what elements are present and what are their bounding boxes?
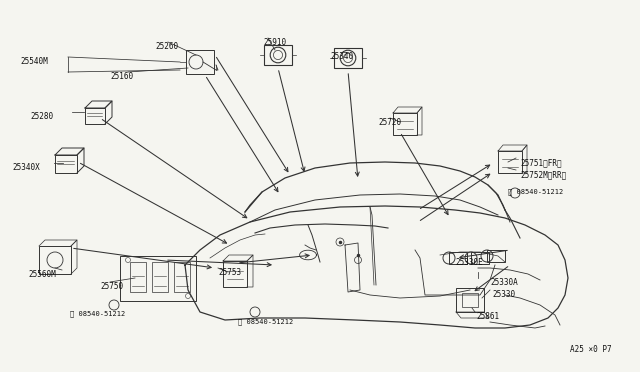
Bar [456, 288, 484, 312]
Text: 25540M: 25540M [20, 57, 48, 66]
Bar [223, 261, 247, 287]
Bar [130, 262, 146, 292]
Bar [462, 293, 478, 307]
Text: 25330A: 25330A [490, 278, 518, 287]
Text: 25560M: 25560M [28, 270, 56, 279]
Text: 25753: 25753 [218, 268, 241, 277]
Text: 25752M〈RR〉: 25752M〈RR〉 [520, 170, 566, 179]
Text: 25751〈FR〉: 25751〈FR〉 [520, 158, 562, 167]
Text: 25750: 25750 [100, 282, 123, 291]
Text: A25 ×0 P7: A25 ×0 P7 [570, 345, 612, 354]
Bar [449, 252, 467, 264]
Bar [498, 151, 522, 173]
Text: Ⓝ 08540-51212: Ⓝ 08540-51212 [508, 188, 563, 195]
Text: 25330E: 25330E [455, 258, 483, 267]
Bar [333, 48, 362, 68]
Text: 25340: 25340 [330, 52, 353, 61]
Text: 25910: 25910 [263, 38, 286, 47]
Text: 25340X: 25340X [12, 163, 40, 172]
Text: Ⓝ 08540-51212: Ⓝ 08540-51212 [238, 318, 293, 325]
Text: 25330: 25330 [492, 290, 515, 299]
Bar [39, 246, 71, 274]
Text: 25280: 25280 [30, 112, 53, 121]
Bar [264, 45, 292, 65]
Bar [152, 262, 168, 292]
Text: 25160: 25160 [110, 72, 133, 81]
Text: 25260: 25260 [155, 42, 178, 51]
Bar [487, 250, 505, 262]
Text: Ⓝ 08540-51212: Ⓝ 08540-51212 [70, 310, 125, 317]
Bar [471, 252, 489, 264]
Bar [393, 113, 417, 135]
Bar [120, 256, 196, 301]
Text: 25861: 25861 [476, 312, 499, 321]
Bar [186, 50, 214, 74]
Bar [174, 262, 190, 292]
Text: 25720: 25720 [378, 118, 401, 127]
